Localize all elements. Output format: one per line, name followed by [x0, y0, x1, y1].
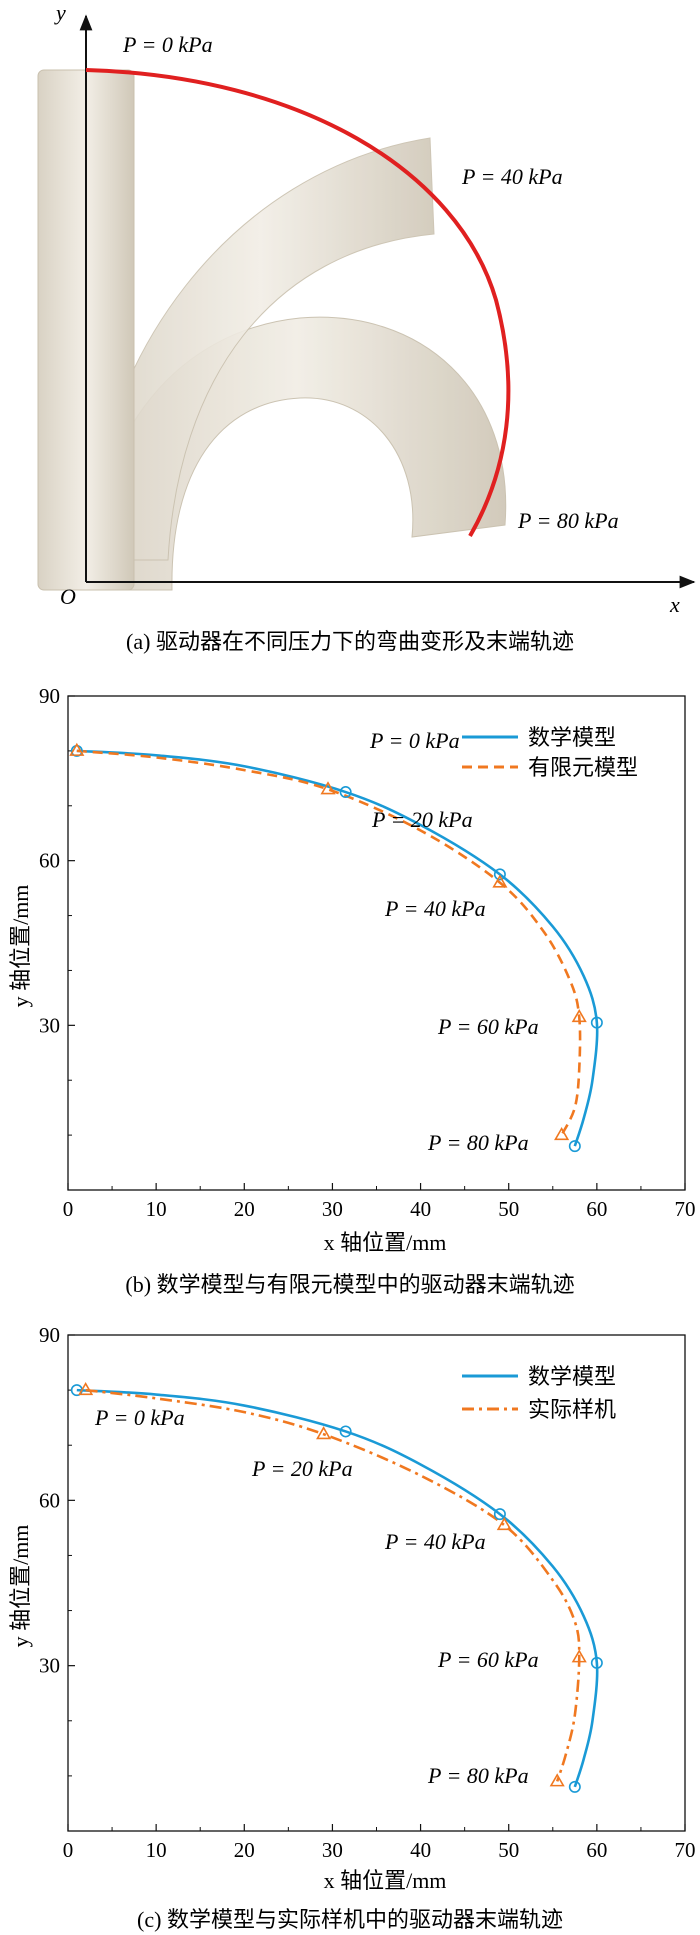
x-tick-label: 30 — [322, 1197, 343, 1221]
panel-b-label-0kpa: P = 0 kPa — [369, 728, 460, 753]
series-marker-0 — [568, 1780, 581, 1793]
series-marker-0 — [590, 1016, 603, 1029]
panel-b-label-40kpa: P = 40 kPa — [384, 896, 486, 921]
panel-a-y-label: y — [54, 0, 66, 25]
panel-b-markers — [69, 742, 603, 1153]
panel-b-legend-label-model: 数学模型 — [528, 725, 616, 750]
series-line-0 — [76, 749, 599, 1147]
x-tick-label: 20 — [234, 1838, 255, 1862]
panel-b-label-80kpa: P = 80 kPa — [427, 1130, 529, 1155]
series-marker-0 — [493, 1508, 506, 1521]
panel-c-chart: 0 10 20 30 40 50 60 70 30 60 90 P = 0 kPa P = 20 k… — [8, 1323, 696, 1932]
series-marker-0 — [339, 1425, 352, 1438]
panel-c-y-axis-label: y 轴位置/mm — [8, 1525, 33, 1648]
series-line-1 — [85, 1388, 581, 1782]
x-tick-label: 60 — [586, 1197, 607, 1221]
x-tick-label: 70 — [675, 1197, 696, 1221]
series-marker-1 — [496, 1517, 512, 1531]
series-marker-1 — [554, 1127, 570, 1141]
y-tick-label: 90 — [39, 684, 60, 708]
x-tick-label: 10 — [146, 1838, 167, 1862]
series-marker-1 — [316, 1426, 332, 1440]
x-tick-label: 30 — [322, 1838, 343, 1862]
panel-b-y-axis-label: y 轴位置/mm — [8, 885, 33, 1008]
panel-c-label-60kpa: P = 60 kPa — [437, 1647, 539, 1672]
panel-a-x-label: x — [669, 592, 680, 617]
panel-a-label-0kpa: P = 0 kPa — [122, 32, 213, 57]
panel-c-legend-label-prototype: 实际样机 — [528, 1397, 616, 1422]
x-tick-label: 40 — [410, 1838, 431, 1862]
y-tick-label: 30 — [39, 1654, 60, 1678]
panel-c-legend-label-model: 数学模型 — [528, 1364, 616, 1389]
panel-b-x-axis-label: x 轴位置/mm — [324, 1230, 447, 1255]
panel-a-trajectory — [85, 68, 511, 537]
panel-b-legend-label-fem: 有限元模型 — [528, 755, 638, 780]
panel-b-label-20kpa: P = 20 kPa — [371, 807, 473, 832]
panel-c-series — [76, 1388, 599, 1788]
panel-a-label-80kpa: P = 80 kPa — [517, 508, 619, 533]
x-tick-label: 60 — [586, 1838, 607, 1862]
x-tick-label: 50 — [498, 1197, 519, 1221]
x-tick-label: 0 — [63, 1838, 74, 1862]
panel-c-caption: (c) 数学模型与实际样机中的驱动器末端轨迹 — [137, 1907, 563, 1932]
series-marker-1 — [549, 1773, 565, 1787]
panel-c-legend: 数学模型 实际样机 — [462, 1364, 616, 1422]
x-tick-label: 20 — [234, 1197, 255, 1221]
panel-a-caption: (a) 驱动器在不同压力下的弯曲变形及末端轨迹 — [126, 629, 574, 654]
y-tick-label: 60 — [39, 849, 60, 873]
panel-b-chart: 0 10 20 30 40 50 60 70 30 60 90 P = 0 kPa P = 20 k… — [8, 684, 696, 1297]
x-tick-label: 50 — [498, 1838, 519, 1862]
x-tick-label: 70 — [675, 1838, 696, 1862]
panel-b-series — [76, 749, 599, 1147]
series-marker-0 — [590, 1656, 603, 1669]
series-marker-0 — [493, 868, 506, 881]
series-marker-0 — [339, 786, 352, 799]
series-marker-1 — [571, 1649, 587, 1663]
y-tick-label: 30 — [39, 1013, 60, 1037]
series-marker-0 — [568, 1140, 581, 1153]
x-tick-label: 40 — [410, 1197, 431, 1221]
series-marker-1 — [78, 1382, 94, 1396]
panel-b-label-60kpa: P = 60 kPa — [437, 1014, 539, 1039]
y-tick-label: 90 — [39, 1323, 60, 1347]
panel-b-legend: 数学模型 有限元模型 — [462, 725, 638, 780]
series-marker-1 — [69, 742, 85, 756]
y-tick-label: 60 — [39, 1488, 60, 1512]
x-tick-label: 0 — [63, 1197, 74, 1221]
panel-c-ticks: 0 10 20 30 40 50 60 70 30 60 90 — [39, 1323, 696, 1862]
panel-c-markers — [70, 1382, 603, 1793]
panel-c-x-axis-label: x 轴位置/mm — [324, 1868, 447, 1893]
series-line-1 — [76, 749, 582, 1136]
series-line-0 — [76, 1388, 599, 1788]
panel-b-caption: (b) 数学模型与有限元模型中的驱动器末端轨迹 — [125, 1272, 574, 1297]
panel-a-photo: y x O P = 0 kPa P = 40 kPa P = 80 kPa (a… — [0, 0, 700, 654]
panel-b-ticks: 0 10 20 30 40 50 60 70 30 60 90 — [39, 684, 696, 1221]
panel-c-label-0kpa: P = 0 kPa — [94, 1405, 185, 1430]
panel-a-origin-label: O — [60, 584, 76, 609]
panel-a-label-40kpa: P = 40 kPa — [461, 164, 563, 189]
series-marker-1 — [320, 781, 336, 795]
panel-c-label-40kpa: P = 40 kPa — [384, 1529, 486, 1554]
panel-c-label-80kpa: P = 80 kPa — [427, 1763, 529, 1788]
series-marker-1 — [571, 1008, 587, 1023]
x-tick-label: 10 — [146, 1197, 167, 1221]
panel-c-label-20kpa: P = 20 kPa — [251, 1456, 353, 1481]
series-marker-1 — [492, 874, 508, 888]
